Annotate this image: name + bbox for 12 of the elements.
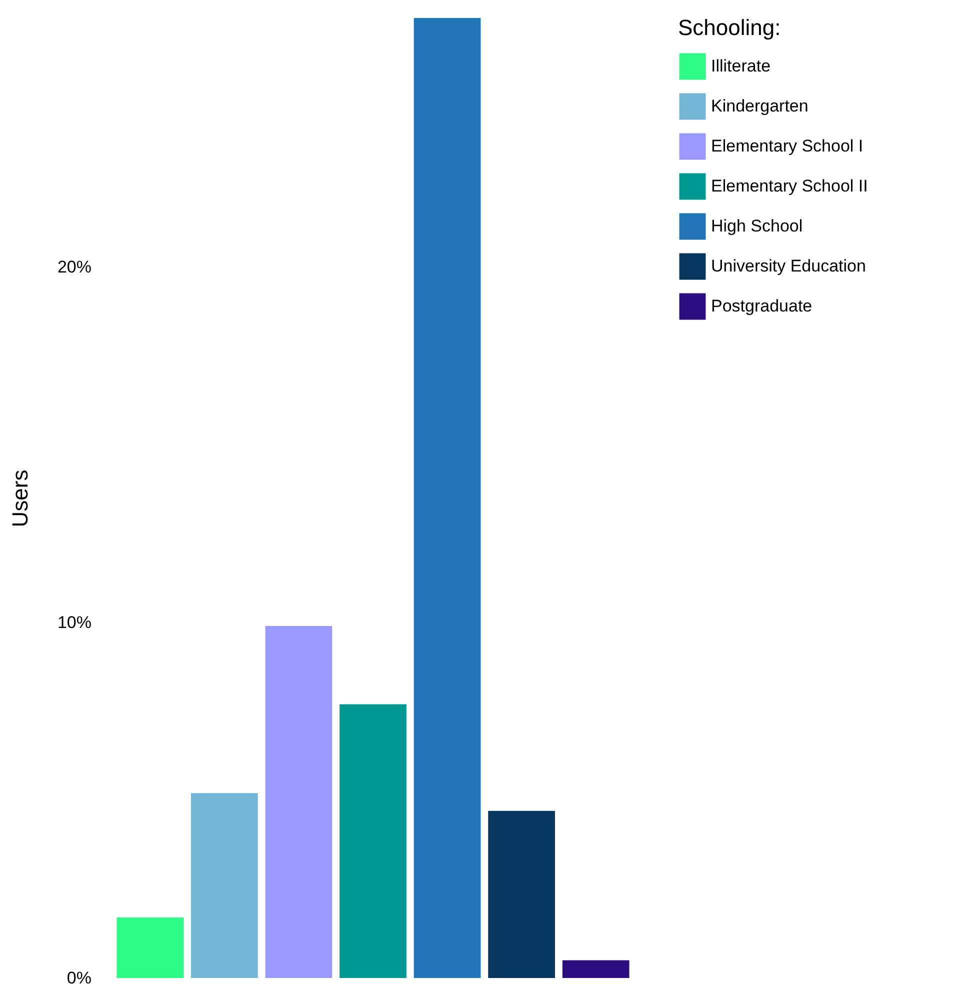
legend-label: University Education (711, 256, 866, 276)
y-tick-label: 10% (57, 612, 92, 632)
legend-label: Elementary School II (711, 176, 868, 196)
legend-label: Kindergarten (711, 96, 808, 116)
y-tick-label: 20% (57, 257, 92, 276)
legend-label: Elementary School I (711, 136, 864, 156)
legend-label: Postgraduate (711, 296, 812, 316)
legend-title: Schooling: (678, 15, 781, 40)
legend-label: Illiterate (711, 56, 771, 76)
y-tick-label: 0% (66, 968, 92, 988)
y-axis-title: Users (7, 470, 32, 528)
legend-label: High School (711, 216, 803, 236)
